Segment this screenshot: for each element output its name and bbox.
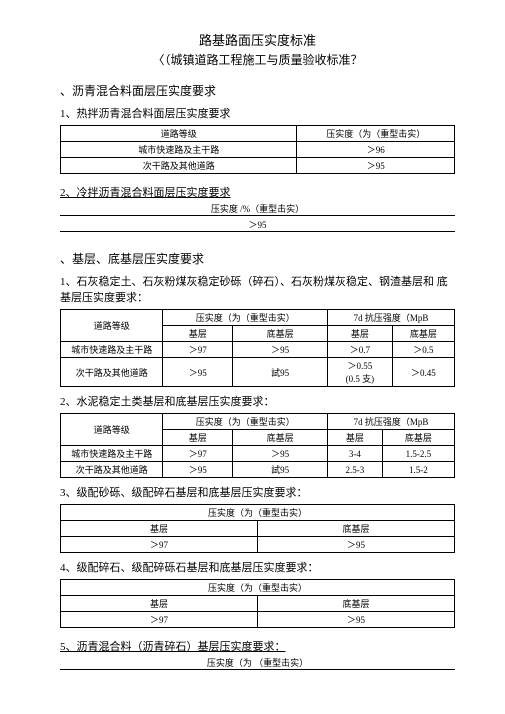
b2-h1: 道路等级 [61, 414, 163, 446]
a2-note1: 压实度 /%（重型击实） [60, 202, 455, 216]
a2-rule [60, 231, 455, 232]
document-page: 路基路面压实度标准 〈（城镇道路工程施工与质量验收标准？ 、沥青混合料面层压实度… [0, 0, 505, 700]
b1-h1: 道路等级 [61, 310, 163, 342]
a1-h1: 道路等级 [61, 126, 297, 142]
b1-sh3: 基层 [328, 326, 393, 342]
doc-subtitle: 〈（城镇道路工程施工与质量验收标准？ [60, 51, 455, 68]
b1-h3: 7d 抗压强度（MpB [328, 310, 455, 326]
b2-sh1: 基层 [163, 430, 233, 446]
a2-note2: ＞95 [60, 218, 455, 231]
a1-r1c1: 城市快速路及主干路 [61, 142, 297, 158]
b2-sh4: 底基层 [382, 430, 454, 446]
b1-r1c3: ＞95 [233, 342, 328, 358]
b1-heading: 1、石灰稳定土、石灰粉煤灰稳定砂砾（碎石）、石灰粉煤灰稳定、钢渣基层和 底基层压… [60, 273, 455, 305]
b5-note: 压实度（为 （重型击实） [60, 656, 455, 669]
b2-h2: 压实度（为（重型击实） [163, 414, 328, 430]
b2-r1c1: 城市快速路及主干路 [61, 446, 163, 462]
b1-sh1: 基层 [163, 326, 233, 342]
section-a-heading: 、沥青混合料面层压实度要求 [60, 82, 455, 99]
b1-h2: 压实度（为（重型击实） [163, 310, 328, 326]
b2-r2c4: 2.5-3 [328, 462, 383, 478]
a1-r2c2: ＞95 [297, 158, 455, 174]
b2-r1c4: 3-4 [328, 446, 383, 462]
b2-h3: 7d 抗压强度（MpB [328, 414, 455, 430]
b1-sh4: 底基层 [392, 326, 454, 342]
b3-r1c2: ＞95 [258, 537, 455, 553]
a1-h2: 压实度（为（重型击实） [297, 126, 455, 142]
b5-rule [60, 669, 455, 670]
a1-table: 道路等级 压实度（为（重型击实） 城市快速路及主干路 ＞96 次干路及其他道路 … [60, 125, 455, 174]
b4-r1c2: ＞95 [258, 612, 455, 628]
b2-r2c5: 1.5-2 [382, 462, 454, 478]
b3-sh1: 基层 [61, 521, 258, 537]
b3-heading: 3、级配砂砾、级配碎石基层和底基层压实度要求： [60, 484, 455, 500]
b2-r2c1: 次干路及其他道路 [61, 462, 163, 478]
b5-heading: 5、沥青混合料（沥青碎石）基层压实度要求： [60, 638, 455, 654]
b1-table: 道路等级 压实度（为（重型击实） 7d 抗压强度（MpB 基层 底基层 基层 底… [60, 309, 455, 387]
b1-r2c4: ＞0.55 (0.5 支) [328, 358, 393, 387]
b2-r2c2: ＞95 [163, 462, 233, 478]
a1-r1c2: ＞96 [297, 142, 455, 158]
b4-heading: 4、级配碎石、级配碎砾石基层和底基层压实度要求： [60, 559, 455, 575]
b3-r1c1: ＞97 [61, 537, 258, 553]
b2-sh3: 基层 [328, 430, 383, 446]
b4-h1: 压实度（为（重型击实） [61, 580, 455, 596]
b1-r2c3: 試95 [233, 358, 328, 387]
b2-r1c3: ＞95 [233, 446, 328, 462]
b4-table: 压实度（为（重型击实） 基层 底基层 ＞97 ＞95 [60, 579, 455, 628]
b4-r1c1: ＞97 [61, 612, 258, 628]
b1-r2c2: ＞95 [163, 358, 233, 387]
b4-sh1: 基层 [61, 596, 258, 612]
b2-r2c3: 試95 [233, 462, 328, 478]
doc-title: 路基路面压实度标准 [60, 30, 455, 49]
b1-r1c5: ＞0.5 [392, 342, 454, 358]
b1-r2c5: ＞0.45 [392, 358, 454, 387]
b2-heading: 2、水泥稳定土类基层和底基层压实度要求： [60, 393, 455, 409]
b3-sh2: 底基层 [258, 521, 455, 537]
b1-r2c1: 次干路及其他道路 [61, 358, 163, 387]
b2-sh2: 底基层 [233, 430, 328, 446]
a1-r2c1: 次干路及其他道路 [61, 158, 297, 174]
section-b-heading: 、基层、底基层压实度要求 [60, 250, 455, 267]
b1-sh2: 底基层 [233, 326, 328, 342]
b1-r1c4: ＞0.7 [328, 342, 393, 358]
a1-heading: 1、热拌沥青混合料面层压实度要求 [60, 105, 455, 121]
b3-h1: 压实度（为（重型击实） [61, 505, 455, 521]
b3-table: 压实度（为（重型击实） 基层 底基层 ＞97 ＞95 [60, 504, 455, 553]
b2-r1c2: ＞97 [163, 446, 233, 462]
b1-r1c2: ＞97 [163, 342, 233, 358]
b2-r1c5: 1.5-2.5 [382, 446, 454, 462]
a2-heading: 2、冷拌沥青混合料面层压实度要求 [60, 184, 455, 200]
b2-table: 道路等级 压实度（为（重型击实） 7d 抗压强度（MpB 基层 底基层 基层 底… [60, 413, 455, 478]
b1-r1c1: 城市快速路及主干路 [61, 342, 163, 358]
b4-sh2: 底基层 [258, 596, 455, 612]
